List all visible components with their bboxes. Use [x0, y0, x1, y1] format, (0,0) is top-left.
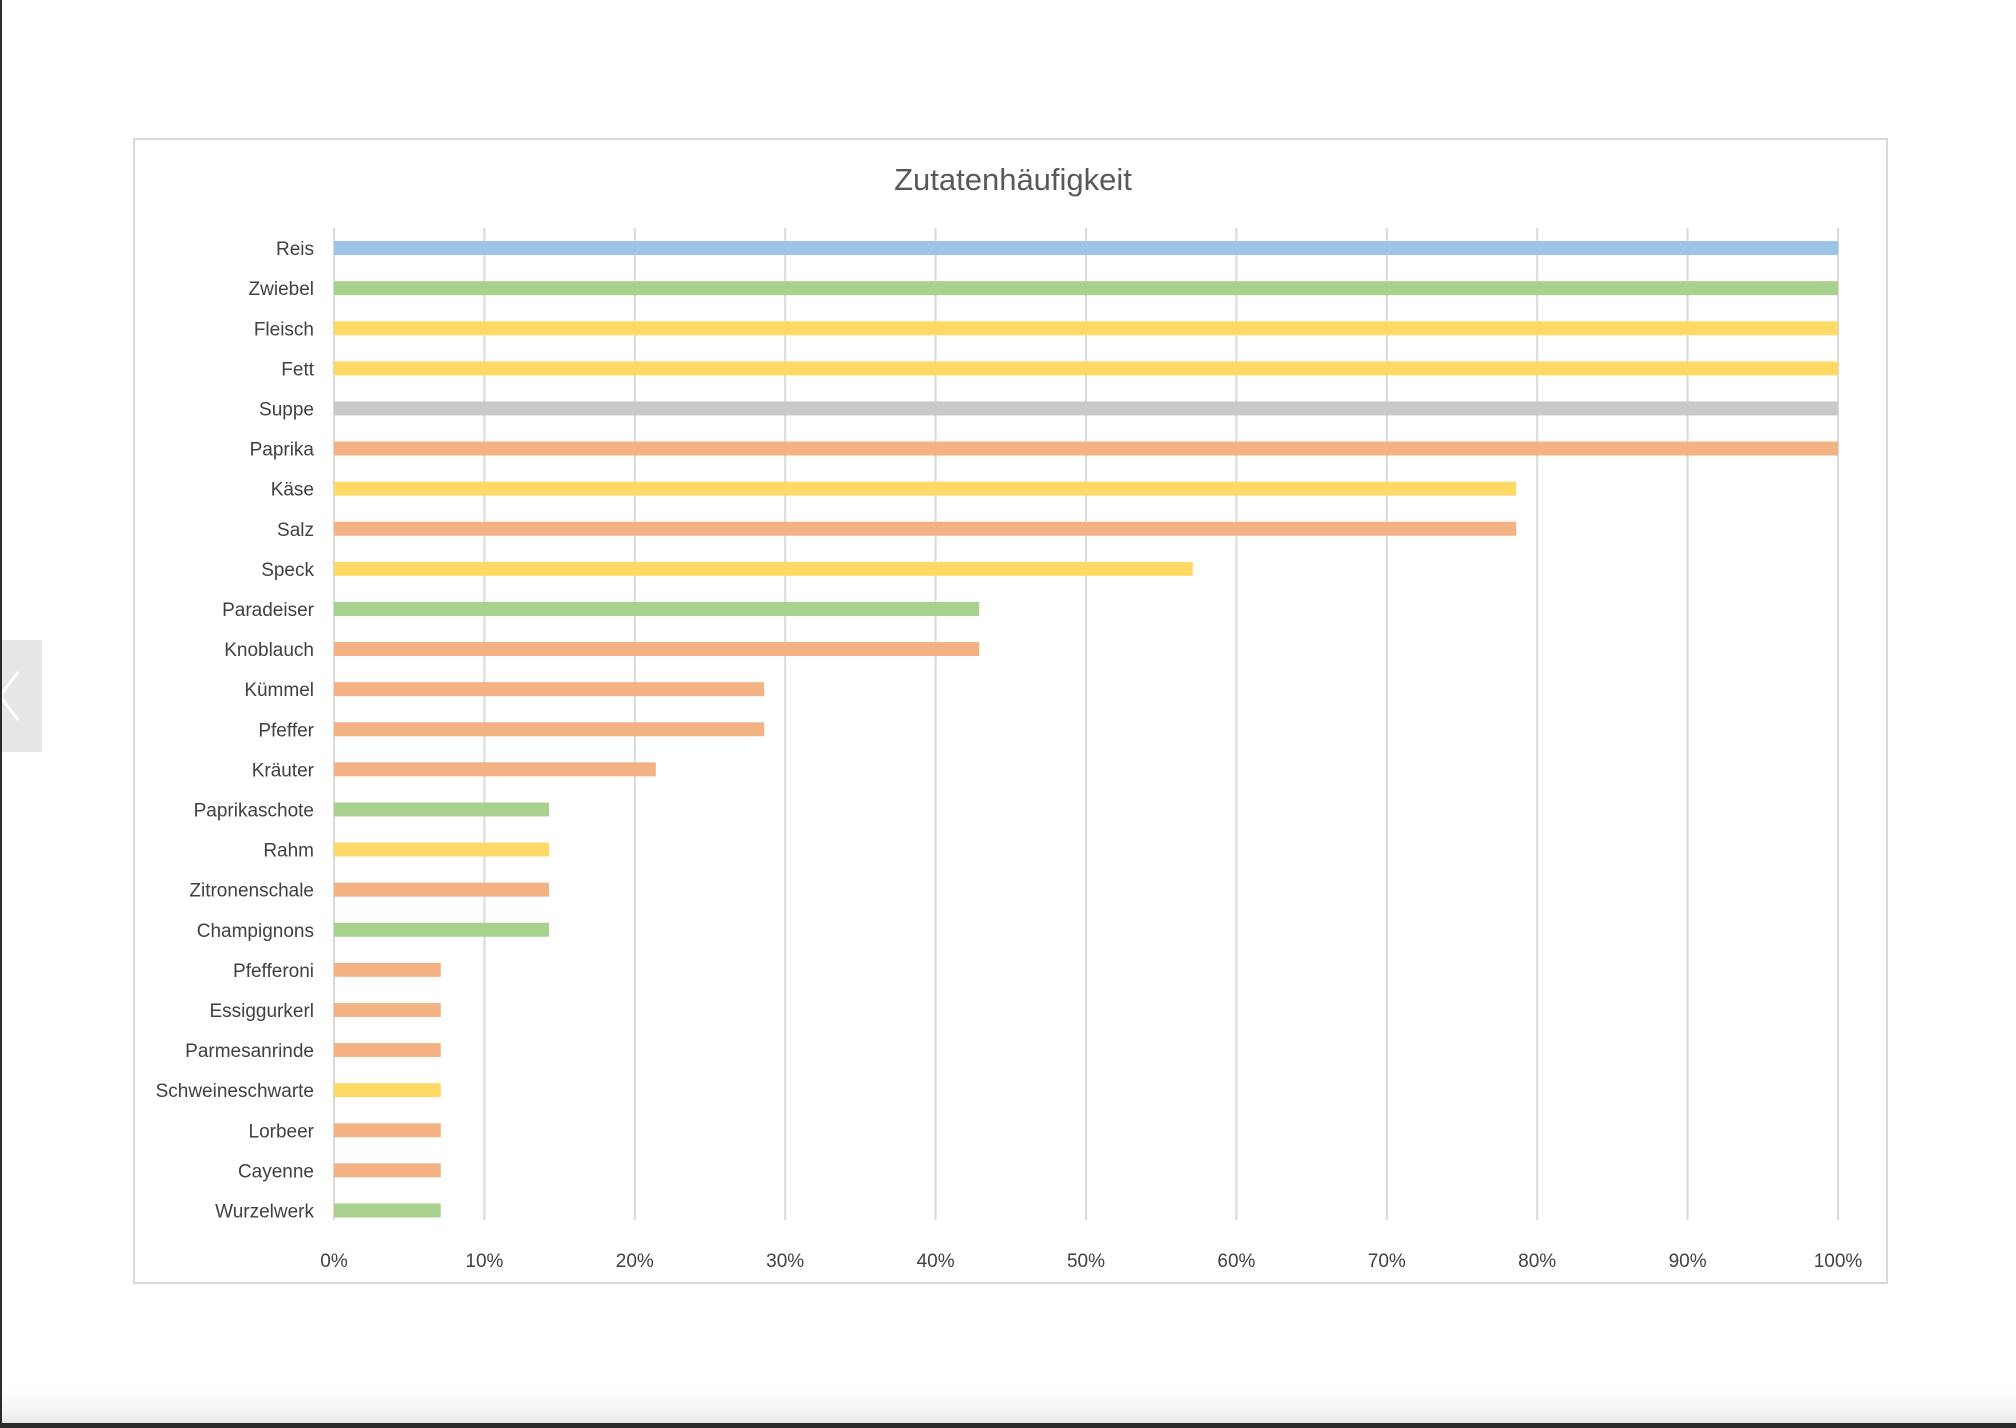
category-label: Paprikaschote: [194, 800, 314, 821]
bar: [334, 842, 550, 857]
category-label: Parmesanrinde: [185, 1041, 314, 1062]
category-label: Schweineschwarte: [156, 1081, 314, 1102]
x-tick-label: 30%: [766, 1251, 804, 1272]
x-tick-label: 50%: [1067, 1251, 1105, 1272]
chart-title: Zutatenhäufigkeit: [894, 162, 1132, 197]
bar: [334, 802, 550, 817]
category-label: Fett: [281, 359, 314, 380]
category-label: Paradeiser: [222, 600, 315, 621]
category-label: Lorbeer: [249, 1121, 315, 1142]
category-label: Speck: [261, 560, 314, 581]
category-label: Knoblauch: [224, 640, 314, 661]
category-label: Pfefferoni: [233, 961, 314, 982]
x-tick-label: 90%: [1669, 1251, 1707, 1272]
bar: [334, 1203, 441, 1218]
bar: [334, 481, 1517, 496]
x-axis-tick-labels: 0% 10% 20% 30% 40% 50% 60% 70% 80% 90% 100%: [320, 1251, 1862, 1272]
bar: [334, 922, 550, 937]
category-label: Reis: [276, 239, 314, 260]
chevron-left-icon: [2, 671, 20, 721]
bar: [334, 762, 656, 777]
category-label: Rahm: [263, 841, 314, 862]
x-tick-label: 60%: [1217, 1251, 1255, 1272]
bar: [334, 361, 1838, 376]
x-tick-label: 20%: [616, 1251, 654, 1272]
bar: [334, 401, 1838, 416]
category-label: Salz: [277, 520, 314, 541]
bar: [334, 521, 1517, 536]
category-label: Pfeffer: [258, 720, 314, 741]
bar: [334, 241, 1838, 256]
x-tick-label: 40%: [917, 1251, 955, 1272]
category-label: Kümmel: [244, 680, 314, 701]
bar: [334, 281, 1838, 296]
category-label: Cayenne: [238, 1161, 314, 1182]
window-bottom-edge: [2, 1388, 2016, 1428]
category-labels: Reis Zwiebel Fleisch Fett Suppe Paprika Käse Sa…: [156, 239, 315, 1222]
x-tick-label: 80%: [1518, 1251, 1556, 1272]
bar: [334, 441, 1838, 456]
x-tick-label: 0%: [320, 1251, 348, 1272]
x-tick-label: 100%: [1814, 1251, 1863, 1272]
bars: [334, 241, 1838, 1218]
previous-button[interactable]: [2, 640, 42, 752]
bar: [334, 1083, 441, 1098]
bar: [334, 561, 1193, 576]
category-label: Wurzelwerk: [215, 1201, 314, 1222]
bar-chart: Zutatenhäufigkeit Reis Zwiebel Fleisch Fett…: [156, 162, 1863, 1272]
bar: [334, 1123, 441, 1138]
category-label: Champignons: [197, 921, 314, 942]
x-tick-label: 70%: [1368, 1251, 1406, 1272]
category-label: Zitronenschale: [189, 881, 314, 902]
bar: [334, 682, 765, 697]
bar: [334, 1043, 441, 1058]
bar: [334, 722, 765, 737]
x-tick-label: 10%: [465, 1251, 503, 1272]
bar: [334, 601, 980, 616]
category-label: Kräuter: [252, 760, 315, 781]
category-label: Essiggurkerl: [209, 1001, 314, 1022]
bar: [334, 321, 1838, 336]
bar: [334, 882, 550, 897]
category-label: Suppe: [259, 399, 314, 420]
category-label: Paprika: [250, 440, 315, 461]
gridlines: [333, 228, 1839, 1220]
category-label: Zwiebel: [249, 279, 314, 300]
category-label: Fleisch: [254, 319, 314, 340]
bar: [334, 1163, 441, 1178]
bar: [334, 642, 980, 657]
bar: [334, 962, 441, 977]
category-label: Käse: [271, 480, 314, 501]
chart-area: Zutatenhäufigkeit Reis Zwiebel Fleisch Fett…: [133, 138, 1888, 1284]
bar: [334, 1002, 441, 1017]
